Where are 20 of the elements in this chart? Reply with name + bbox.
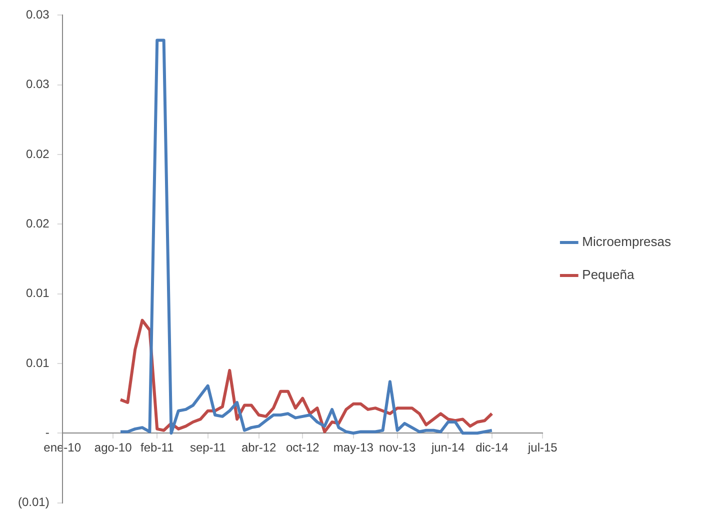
legend-label: Pequeña <box>582 267 635 282</box>
x-tick-label: dic-14 <box>476 440 509 455</box>
y-tick-label: 0.03 <box>26 77 50 92</box>
legend-label: Microempresas <box>582 234 672 250</box>
y-tick-label: (0.01) <box>18 495 50 510</box>
x-tick-label: sep-11 <box>190 440 226 455</box>
y-tick-label: 0.01 <box>26 286 50 300</box>
x-tick-label: jul-15 <box>526 440 558 455</box>
x-tick-label: feb-11 <box>140 440 174 455</box>
x-tick-label: jun-14 <box>430 440 466 455</box>
x-tick-label: nov-13 <box>379 440 416 455</box>
x-tick-label: may-13 <box>333 440 374 455</box>
y-tick-label: - <box>45 425 50 440</box>
y-tick-label: 0.02 <box>26 216 50 230</box>
x-tick-label: ago-10 <box>94 440 132 455</box>
x-tick-label: abr-12 <box>241 440 276 455</box>
y-tick-label: 0.02 <box>26 146 50 161</box>
x-tick-label: oct-12 <box>286 440 320 455</box>
y-tick-label: 0.03 <box>26 8 50 22</box>
y-tick-label: 0.01 <box>26 356 50 370</box>
